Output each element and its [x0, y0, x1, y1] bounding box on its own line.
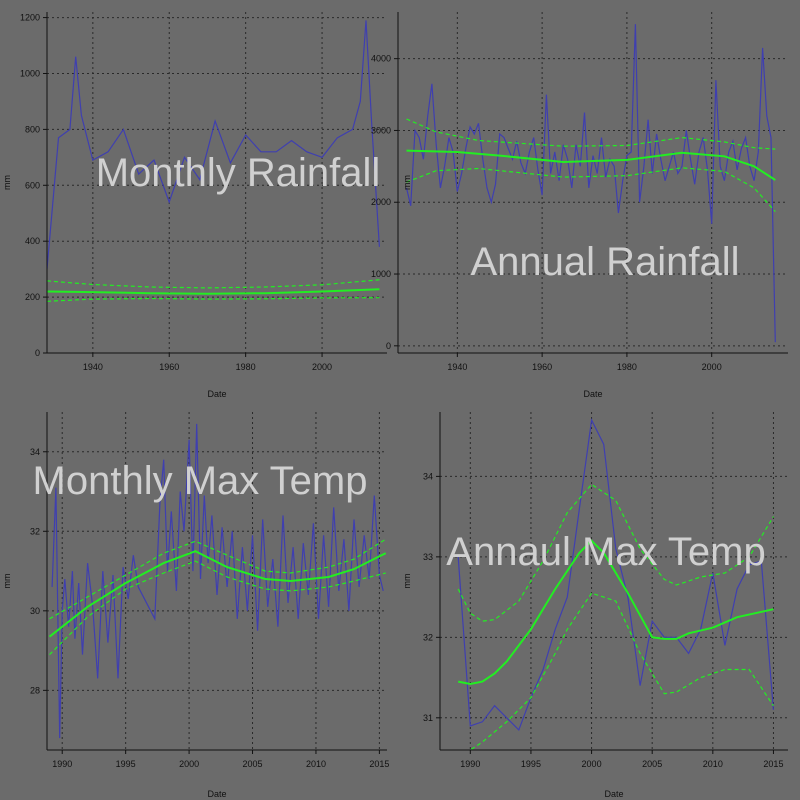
y-tick-label: 34 [423, 471, 433, 481]
series-lower-line [406, 167, 776, 213]
y-axis-label: mm [2, 175, 12, 190]
y-tick-label: 1000 [371, 269, 391, 279]
series-upper-line [49, 538, 387, 620]
y-tick-label: 1200 [20, 13, 40, 23]
series-data-line [457, 417, 774, 731]
series-upper-line [47, 279, 380, 289]
y-tick-label: 3000 [371, 125, 391, 135]
chart-panel-4: 1990 1995 2000 2005 2010 2015 31 32 33 34 Date mm An… [402, 412, 788, 799]
chart-title: Annaul Max Temp [446, 530, 765, 574]
x-tick-label: 1940 [83, 362, 103, 372]
series-fit-line [406, 149, 776, 181]
chart-panel-2: 1940 1960 1980 2000 0 1000 2000 3000 4000 Date mm A… [371, 12, 788, 399]
series-fit-line [458, 539, 774, 686]
y-tick-label: 1000 [20, 68, 40, 78]
series-data-line [51, 423, 384, 739]
y-tick-label: 33 [423, 552, 433, 562]
y-axis-label: mm [402, 175, 412, 190]
y-tick-label: 32 [423, 632, 433, 642]
y-tick-label: 400 [25, 236, 40, 246]
series-upper-line [457, 483, 774, 622]
x-tick-label: 1990 [460, 759, 480, 769]
y-tick-label: 4000 [371, 54, 391, 64]
x-tick-label: 2015 [369, 759, 389, 769]
x-axis-label: Date [207, 389, 226, 399]
series-lower-line [49, 560, 386, 656]
y-tick-label: 800 [25, 124, 40, 134]
y-tick-label: 31 [423, 713, 433, 723]
x-tick-label: 1960 [159, 362, 179, 372]
x-tick-label: 1990 [52, 759, 72, 769]
x-tick-label: 1940 [447, 362, 467, 372]
x-tick-label: 2000 [312, 362, 332, 372]
y-tick-label: 32 [30, 526, 40, 536]
y-tick-label: 0 [35, 348, 40, 358]
x-tick-label: 2015 [763, 759, 783, 769]
x-tick-label: 2000 [582, 759, 602, 769]
y-tick-label: 34 [30, 447, 40, 457]
series-data-line [405, 24, 776, 343]
y-tick-label: 600 [25, 180, 40, 190]
x-tick-label: 1960 [532, 362, 552, 372]
y-tick-label: 2000 [371, 197, 391, 207]
chart-title: Monthly Rainfall [96, 151, 381, 195]
y-axis-label: mm [2, 574, 12, 589]
series-fit-line [47, 288, 380, 295]
x-tick-label: 1980 [236, 362, 256, 372]
x-axis-label: Date [604, 789, 623, 799]
series-fit-line [48, 550, 387, 638]
x-tick-label: 2000 [179, 759, 199, 769]
x-axis-label: Date [583, 389, 602, 399]
x-tick-label: 2010 [703, 759, 723, 769]
y-tick-label: 0 [386, 341, 391, 351]
y-tick-label: 30 [30, 606, 40, 616]
series-upper-line [406, 118, 776, 150]
x-tick-label: 1980 [617, 362, 637, 372]
x-tick-label: 1995 [116, 759, 136, 769]
x-tick-label: 2005 [642, 759, 662, 769]
x-tick-label: 2010 [306, 759, 326, 769]
series-lower-line [47, 297, 380, 302]
series-data-line [47, 20, 380, 270]
y-tick-label: 28 [30, 685, 40, 695]
chart-panel-1: 1940 1960 1980 2000 0 200 400 600 800 1000 1200 Dat… [2, 12, 387, 399]
y-axis-label: mm [402, 574, 412, 589]
chart-title: Monthly Max Temp [33, 459, 368, 503]
x-tick-label: 2000 [702, 362, 722, 372]
x-tick-label: 1995 [521, 759, 541, 769]
x-axis-label: Date [207, 789, 226, 799]
y-tick-label: 200 [25, 292, 40, 302]
x-tick-label: 2005 [243, 759, 263, 769]
chart-panel-3: 1990 1995 2000 2005 2010 2015 28 30 32 34 Date mm Mo… [2, 412, 389, 799]
chart-title: Annual Rainfall [470, 240, 739, 284]
series-lower-line [468, 592, 774, 750]
